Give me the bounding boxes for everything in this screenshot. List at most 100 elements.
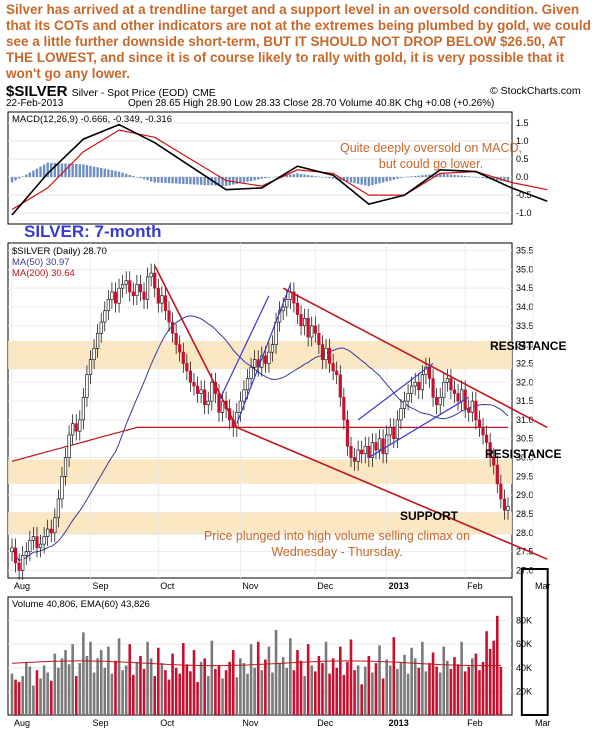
macd-histogram-bar [110, 170, 114, 178]
price-tick-label: 27.0 [516, 565, 534, 575]
source-label: © StockCharts.com [490, 85, 581, 97]
volume-bar [196, 681, 199, 715]
volume-bar [421, 641, 424, 715]
volume-bar [360, 684, 363, 715]
volume-x-tick-label: Nov [242, 718, 259, 728]
macd-histogram-bar [463, 175, 467, 178]
volume-bar [453, 657, 456, 715]
candle-body [352, 457, 357, 462]
volume-climax-box [520, 568, 549, 716]
candle-body [324, 348, 328, 360]
volume-bar [406, 673, 410, 715]
price-panel: 35.5 35.0 34.5 34.0 33.5 33.0 32.5 32.0 31.5 31.0… [7, 242, 550, 591]
macd-histogram-bar [157, 177, 160, 183]
candle-body [249, 366, 253, 379]
resistance-label-upper: RESISTANCE [490, 339, 567, 353]
macd-histogram-bar [439, 173, 442, 178]
candle-body [427, 366, 432, 379]
macd-histogram-bar [242, 177, 246, 183]
candle-body [477, 419, 482, 428]
chart-title: SILVER: 7-month [24, 222, 162, 241]
candle-body [449, 378, 453, 391]
volume-bar [338, 646, 342, 715]
candle-body [285, 299, 289, 308]
macd-histogram-bar [85, 165, 89, 178]
macd-histogram-bar [314, 176, 317, 178]
macd-histogram-bar [192, 177, 196, 185]
candle-body [381, 438, 385, 455]
volume-bar [492, 640, 496, 715]
candle-body [135, 284, 139, 296]
volume-bar [71, 644, 74, 715]
volume-bar [478, 670, 481, 715]
macd-histogram-bar [249, 177, 253, 182]
volume-bar [249, 644, 253, 715]
symbol-name: Silver - Spot Price (EOD) [71, 87, 189, 99]
volume-bar [206, 676, 210, 715]
macd-histogram-bar [10, 177, 14, 183]
candle-body [74, 423, 78, 432]
candle-body [113, 291, 118, 304]
volume-ema-line [11, 660, 501, 667]
volume-bar [210, 640, 214, 715]
candle-body [342, 397, 346, 421]
macd-line [11, 123, 548, 216]
volume-bar [171, 653, 174, 715]
candle-body [363, 445, 367, 455]
macd-histogram-bar [506, 177, 510, 182]
candle-body [178, 344, 182, 353]
price-tick-label: 30.5 [516, 434, 534, 444]
volume-bar [64, 650, 67, 715]
volume-bar [281, 657, 285, 715]
exchange: CME [192, 87, 216, 99]
candle-body [388, 427, 392, 436]
candle-body [442, 381, 446, 398]
volume-bar [456, 664, 460, 715]
macd-histogram-bar [203, 177, 206, 185]
macd-histogram-bar [460, 175, 463, 178]
volume-bar [135, 661, 139, 715]
candle-body [217, 393, 221, 413]
volume-bar [296, 650, 299, 715]
volume-bar [10, 673, 14, 715]
volume-bar [463, 671, 467, 715]
volume-x-tick-label: Sep [93, 718, 109, 728]
macd-histogram-bar [389, 177, 392, 181]
macd-histogram-bar [406, 176, 410, 178]
candle-body [206, 400, 210, 406]
candle-body [495, 464, 499, 485]
volume-bar [388, 665, 392, 715]
macd-histogram-bar [471, 176, 474, 178]
volume-bar [60, 658, 64, 715]
candle-body [335, 370, 339, 376]
macd-histogram-bar [142, 177, 146, 180]
candle-body [349, 445, 353, 458]
macd-histogram-bar [260, 177, 263, 179]
x-tick-label: Oct [160, 581, 175, 591]
candle-body [292, 291, 296, 304]
macd-histogram-bar [410, 176, 413, 178]
macd-histogram-bar [89, 165, 92, 178]
macd-histogram-bar [232, 177, 235, 185]
volume-bar [32, 685, 35, 715]
macd-histogram-bar [146, 177, 149, 181]
x-tick-label: Sep [93, 581, 109, 591]
macd-histogram-bar [353, 177, 356, 184]
macd-histogram-bar [14, 177, 17, 181]
candle-body [42, 536, 46, 545]
volume-bar [214, 668, 217, 715]
macd-histogram-bar [28, 172, 32, 178]
volume-bar [331, 658, 335, 715]
macd-histogram-bar [478, 177, 481, 178]
volume-bar [89, 641, 92, 715]
price-tick-label: 35.0 [516, 264, 534, 274]
candle-body [481, 427, 485, 436]
candle-body [185, 363, 189, 372]
volume-bar [35, 670, 39, 715]
price-zone-band [8, 459, 512, 484]
candle-body [78, 419, 82, 432]
macd-histogram-bar [274, 176, 278, 178]
candle-body [60, 476, 64, 500]
macd-histogram-bar [149, 177, 153, 182]
